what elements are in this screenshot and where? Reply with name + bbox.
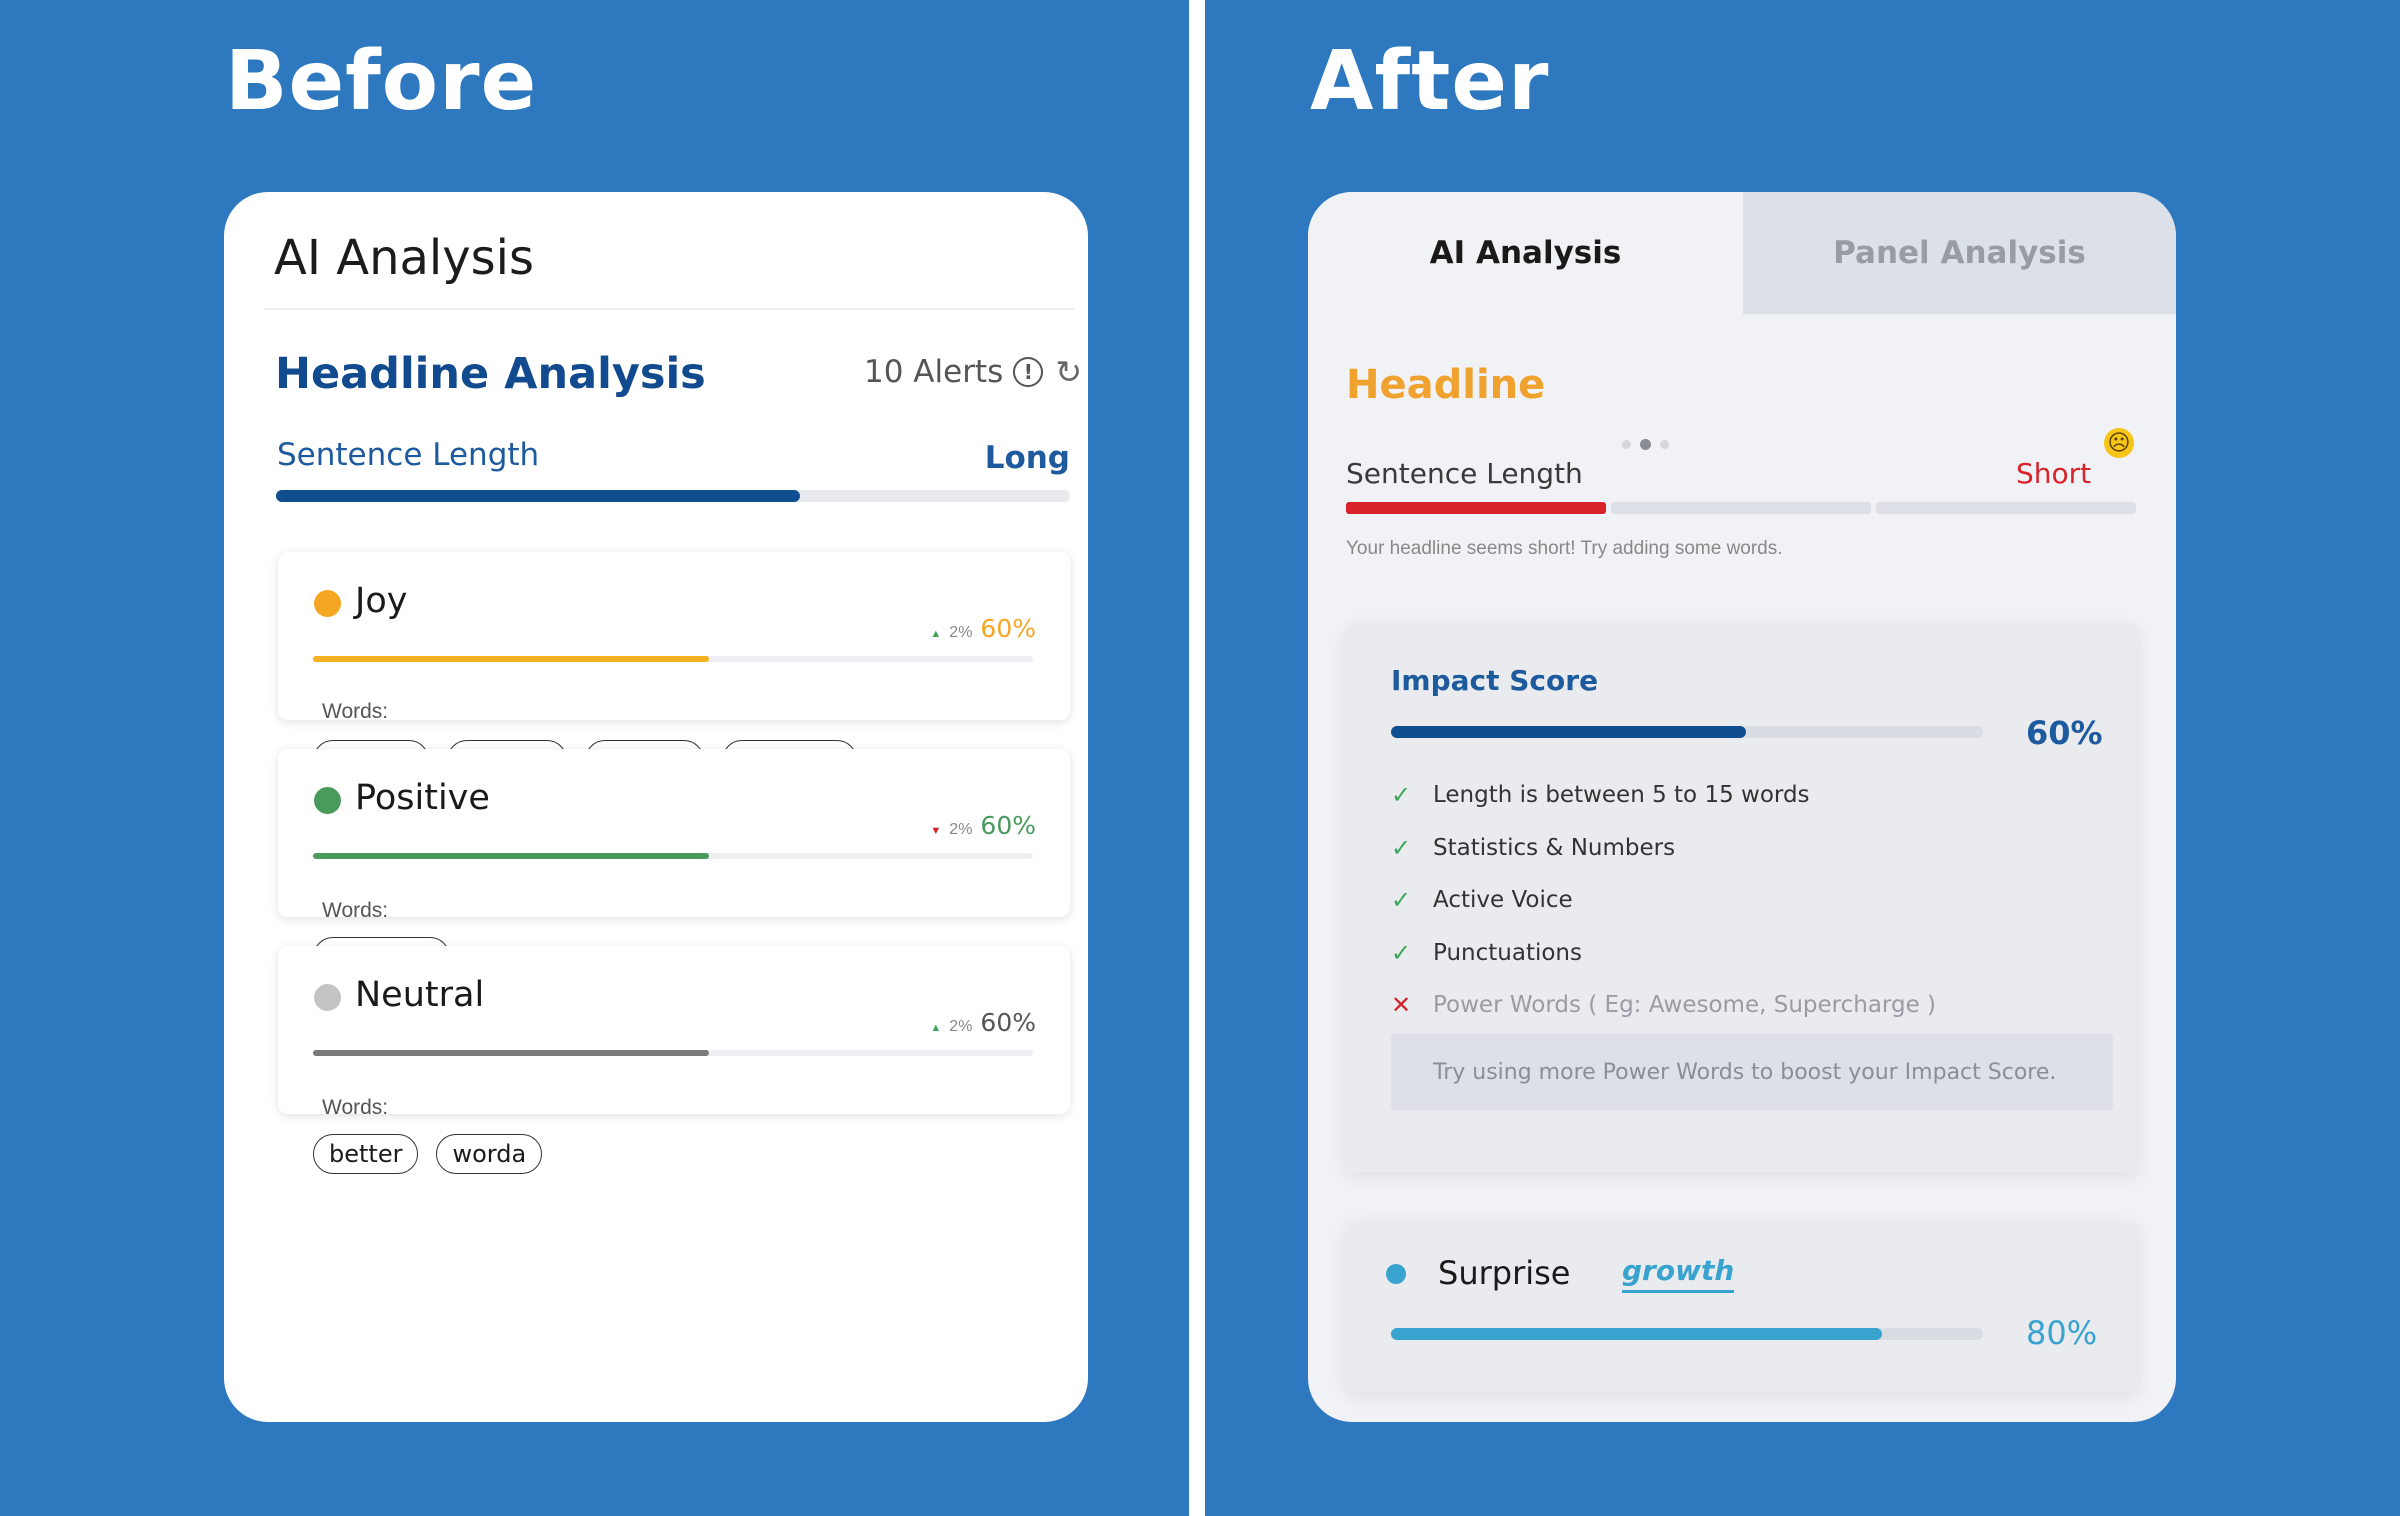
emotion-bar xyxy=(313,1050,1033,1056)
emotion-change: ▲ 2% 60% xyxy=(930,614,1036,643)
impact-checklist: ✓ Length is between 5 to 15 words ✓ Statist… xyxy=(1391,769,1936,1032)
carousel-dot[interactable] xyxy=(1622,440,1631,449)
emotion-bar-fill xyxy=(313,853,709,859)
after-heading: After xyxy=(1310,34,1550,129)
sentence-length-segmented-bar xyxy=(1346,502,2136,514)
emotion-card-positive: Positive▼2%60%Words:accurate xyxy=(278,749,1070,977)
caret-up-icon: ▲ xyxy=(930,1022,942,1034)
emotion-bar xyxy=(313,656,1033,662)
checklist-text: Length is between 5 to 15 words xyxy=(1433,782,1810,809)
words-label: Words: xyxy=(322,700,389,723)
emotion-bar-fill xyxy=(313,1050,709,1056)
impact-score-bar xyxy=(1391,726,1983,738)
surprise-bar xyxy=(1391,1328,1983,1340)
surprise-word-link[interactable]: growth xyxy=(1622,1254,1735,1293)
emotion-name: Joy xyxy=(355,581,408,621)
tab-ai-analysis[interactable]: AI Analysis xyxy=(1308,192,1743,314)
caret-up-icon: ▲ xyxy=(930,628,942,640)
checklist-item: ✓ Active Voice xyxy=(1391,874,1936,927)
check-icon: ✓ xyxy=(1391,938,1412,967)
sentence-length-label: Sentence Length xyxy=(277,437,540,473)
checklist-item: ✓ Length is between 5 to 15 words xyxy=(1391,769,1936,822)
word-chips: better worda xyxy=(313,1134,543,1174)
check-icon: ✓ xyxy=(1391,886,1412,915)
emotion-percent: 60% xyxy=(980,614,1036,643)
alerts-count: 10 Alerts xyxy=(864,354,1004,390)
refresh-icon[interactable]: ↻ xyxy=(1055,353,1083,391)
surprise-emotion-panel: Surprise growth 80% xyxy=(1346,1222,2138,1392)
emotion-card-joy: Joy▲2%60%Words:growthwordabwordacwordabc xyxy=(278,552,1070,780)
surprise-percent: 80% xyxy=(2026,1314,2098,1352)
sentence-length-hint: Your headline seems short! Try adding so… xyxy=(1346,538,1783,559)
surprise-bar-fill xyxy=(1391,1328,1883,1340)
panel-divider xyxy=(1189,0,1205,1516)
impact-score-percent: 60% xyxy=(2026,714,2103,752)
emotion-change: ▲ 2% 60% xyxy=(930,1008,1036,1037)
words-label: Words: xyxy=(322,899,389,922)
caret-down-icon: ▼ xyxy=(930,825,942,837)
sentence-length-bar xyxy=(276,490,1070,502)
emotion-delta: 2% xyxy=(949,1018,973,1035)
carousel-dot-active[interactable] xyxy=(1640,439,1651,450)
length-segment xyxy=(1876,502,2136,514)
checklist-text: Power Words ( Eg: Awesome, Supercharge ) xyxy=(1433,992,1937,1019)
headline-title: Headline xyxy=(1346,362,1546,408)
checklist-text: Active Voice xyxy=(1433,887,1573,914)
alerts-indicator[interactable]: 10 Alerts ! ↻ xyxy=(864,354,1085,390)
after-analysis-card: AI Analysis Panel Analysis Headline ☹ Se… xyxy=(1308,192,2176,1422)
check-icon: ✓ xyxy=(1391,833,1412,862)
emotion-dot xyxy=(314,984,341,1011)
impact-score-bar-fill xyxy=(1391,726,1747,738)
emotion-dot xyxy=(314,590,341,617)
info-circle-icon[interactable]: ! xyxy=(1013,357,1044,387)
emotion-bar-fill xyxy=(313,656,709,662)
checklist-text: Statistics & Numbers xyxy=(1433,834,1676,861)
impact-score-panel: Impact Score 60% ✓ Length is between 5 to… xyxy=(1346,624,2138,1172)
tab-panel-analysis[interactable]: Panel Analysis xyxy=(1743,192,2176,314)
cross-icon: ✕ xyxy=(1391,991,1412,1020)
word-chip[interactable]: better xyxy=(313,1134,419,1174)
sentence-length-label: Sentence Length xyxy=(1346,457,1583,490)
words-label: Words: xyxy=(322,1096,389,1119)
emotion-bar xyxy=(313,853,1033,859)
emotion-name: Positive xyxy=(355,778,490,818)
emotion-delta: 2% xyxy=(949,624,973,641)
surprise-dot xyxy=(1386,1264,1406,1284)
impact-score-title: Impact Score xyxy=(1391,664,1599,697)
emotion-card-neutral: Neutral ▲ 2% 60% Words: better worda xyxy=(278,946,1070,1174)
before-heading: Before xyxy=(225,34,538,129)
sad-face-icon: ☹ xyxy=(2104,428,2134,458)
length-segment xyxy=(1611,502,1871,514)
emotion-change: ▼ 2% 60% xyxy=(930,811,1036,840)
checklist-item: ✓ Statistics & Numbers xyxy=(1391,822,1936,875)
title-divider xyxy=(264,308,1074,310)
checklist-item: ✕ Power Words ( Eg: Awesome, Supercharge … xyxy=(1391,979,1936,1032)
carousel-dot[interactable] xyxy=(1660,440,1669,449)
headline-analysis-title: Headline Analysis xyxy=(275,349,706,399)
checklist-text: Punctuations xyxy=(1433,939,1582,966)
emotion-percent: 60% xyxy=(980,811,1036,840)
emotion-percent: 60% xyxy=(980,1008,1036,1037)
emotion-delta: 2% xyxy=(949,821,973,838)
word-chip[interactable]: worda xyxy=(436,1134,543,1174)
emotion-dot xyxy=(314,787,341,814)
check-icon: ✓ xyxy=(1391,781,1412,810)
surprise-label: Surprise xyxy=(1438,1254,1571,1292)
sentence-length-bar-fill xyxy=(276,490,801,502)
before-analysis-card: AI Analysis Headline Analysis 10 Alerts … xyxy=(224,192,1088,1422)
carousel-dots[interactable] xyxy=(1622,439,1669,450)
impact-tip: Try using more Power Words to boost your… xyxy=(1391,1034,2113,1110)
sentence-length-value: Short xyxy=(2016,457,2092,490)
length-segment xyxy=(1346,502,1606,514)
checklist-item: ✓ Punctuations xyxy=(1391,927,1936,980)
sentence-length-value: Long xyxy=(984,440,1070,476)
card-title: AI Analysis xyxy=(274,230,535,286)
emotion-name: Neutral xyxy=(355,975,485,1015)
